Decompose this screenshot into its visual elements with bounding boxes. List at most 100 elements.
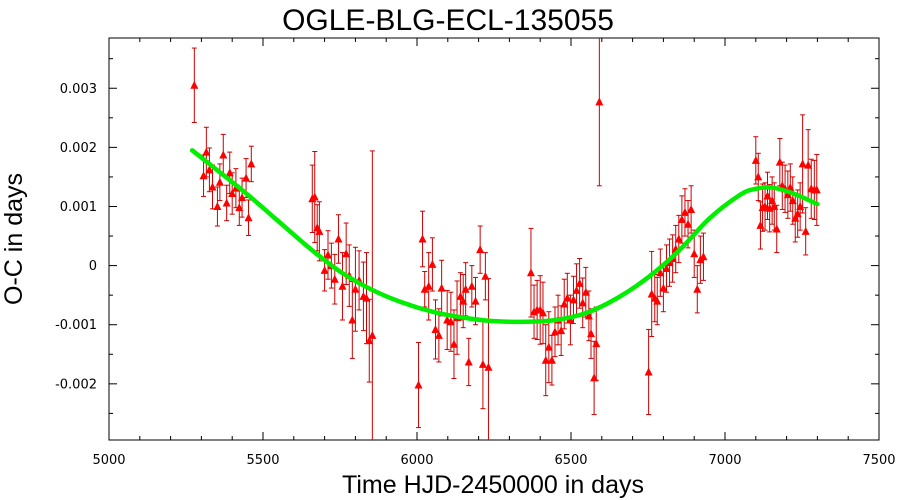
data-point <box>431 324 440 333</box>
data-point <box>584 311 593 320</box>
data-point <box>550 327 559 336</box>
data-point <box>756 220 765 229</box>
y-tick-label: 0.003 <box>60 82 97 97</box>
data-point <box>202 147 211 156</box>
x-tick-label: 6000 <box>400 453 433 468</box>
data-point <box>446 317 455 326</box>
data-point <box>247 159 256 168</box>
data-point <box>680 207 689 216</box>
y-tick-label: 0.002 <box>60 141 97 156</box>
data-point <box>208 182 217 191</box>
data-point <box>699 252 708 261</box>
data-point <box>526 268 535 277</box>
data-point <box>459 296 468 305</box>
data-point <box>478 359 487 368</box>
y-tick-label: -0.001 <box>55 318 97 333</box>
data-point <box>368 330 377 339</box>
data-point <box>484 362 493 371</box>
y-tick-label: -0.002 <box>55 377 97 392</box>
x-tick-label: 5500 <box>246 453 279 468</box>
data-point <box>791 213 800 222</box>
data-point <box>578 298 587 307</box>
data-point <box>595 97 604 106</box>
y-tick-label: 0 <box>89 259 97 274</box>
data-point <box>461 284 470 293</box>
data-point <box>690 249 699 258</box>
data-point <box>812 185 821 194</box>
data-point <box>222 198 231 207</box>
data-point <box>572 285 581 294</box>
data-point <box>547 355 556 364</box>
data-point <box>310 192 319 201</box>
data-point <box>656 268 665 277</box>
data-point <box>320 265 329 274</box>
data-point <box>476 245 485 254</box>
data-point <box>414 380 423 389</box>
data-point <box>644 367 653 376</box>
data-point <box>693 284 702 293</box>
data-point <box>420 284 429 293</box>
data-point <box>315 226 324 235</box>
data-point <box>424 281 433 290</box>
data-point <box>575 278 584 287</box>
data-point <box>225 168 234 177</box>
x-tick-labels: 5000 5500 6000 6500 7000 7500 <box>92 453 895 468</box>
data-point <box>768 196 777 205</box>
data-point <box>323 250 332 259</box>
data-point <box>796 201 805 210</box>
y-tick-labels: -0.002 -0.001 0 0.001 0.002 0.003 <box>55 82 97 393</box>
data-point <box>467 281 476 290</box>
y-tick-label: 0.001 <box>60 200 97 215</box>
data-point <box>788 196 797 205</box>
data-point <box>190 80 199 89</box>
data-point <box>801 226 810 235</box>
data-point <box>449 339 458 348</box>
data-point <box>456 291 465 300</box>
data-point <box>481 271 490 280</box>
data-point <box>677 214 686 223</box>
data-point <box>348 315 357 324</box>
data-point <box>754 172 763 181</box>
data-point <box>557 326 566 335</box>
data-point <box>687 204 696 213</box>
data-point <box>563 293 572 302</box>
tick-marks <box>108 38 880 440</box>
data-point <box>342 249 351 258</box>
data-point <box>219 150 228 159</box>
data-point <box>334 234 343 243</box>
data-point <box>581 287 590 296</box>
data-point <box>428 259 437 268</box>
data-point <box>338 281 347 290</box>
data-point <box>238 193 247 202</box>
data-point <box>434 330 443 339</box>
data-point <box>793 209 802 218</box>
data-point <box>213 201 222 210</box>
data-point <box>798 159 807 168</box>
data-point <box>538 308 547 317</box>
data-point <box>362 293 371 302</box>
x-tick-label: 5000 <box>92 453 125 468</box>
data-point <box>560 299 569 308</box>
data-point <box>772 224 781 233</box>
data-points <box>190 38 821 440</box>
data-point <box>783 190 792 199</box>
data-point <box>590 373 599 382</box>
data-point <box>235 203 244 212</box>
data-point <box>330 274 339 283</box>
x-axis-label: Time HJD-2450000 in days <box>342 471 644 499</box>
data-point <box>215 177 224 186</box>
data-point <box>653 296 662 305</box>
x-tick-label: 7000 <box>708 453 741 468</box>
data-point <box>592 339 601 348</box>
data-point <box>464 357 473 366</box>
data-point <box>228 188 237 197</box>
plot-frame <box>108 37 880 441</box>
data-point <box>647 289 656 298</box>
data-point <box>199 171 208 180</box>
data-point <box>763 191 772 200</box>
data-point <box>804 160 813 169</box>
data-point <box>761 201 770 210</box>
data-point <box>471 296 480 305</box>
data-point <box>659 283 668 292</box>
data-point <box>775 157 784 166</box>
